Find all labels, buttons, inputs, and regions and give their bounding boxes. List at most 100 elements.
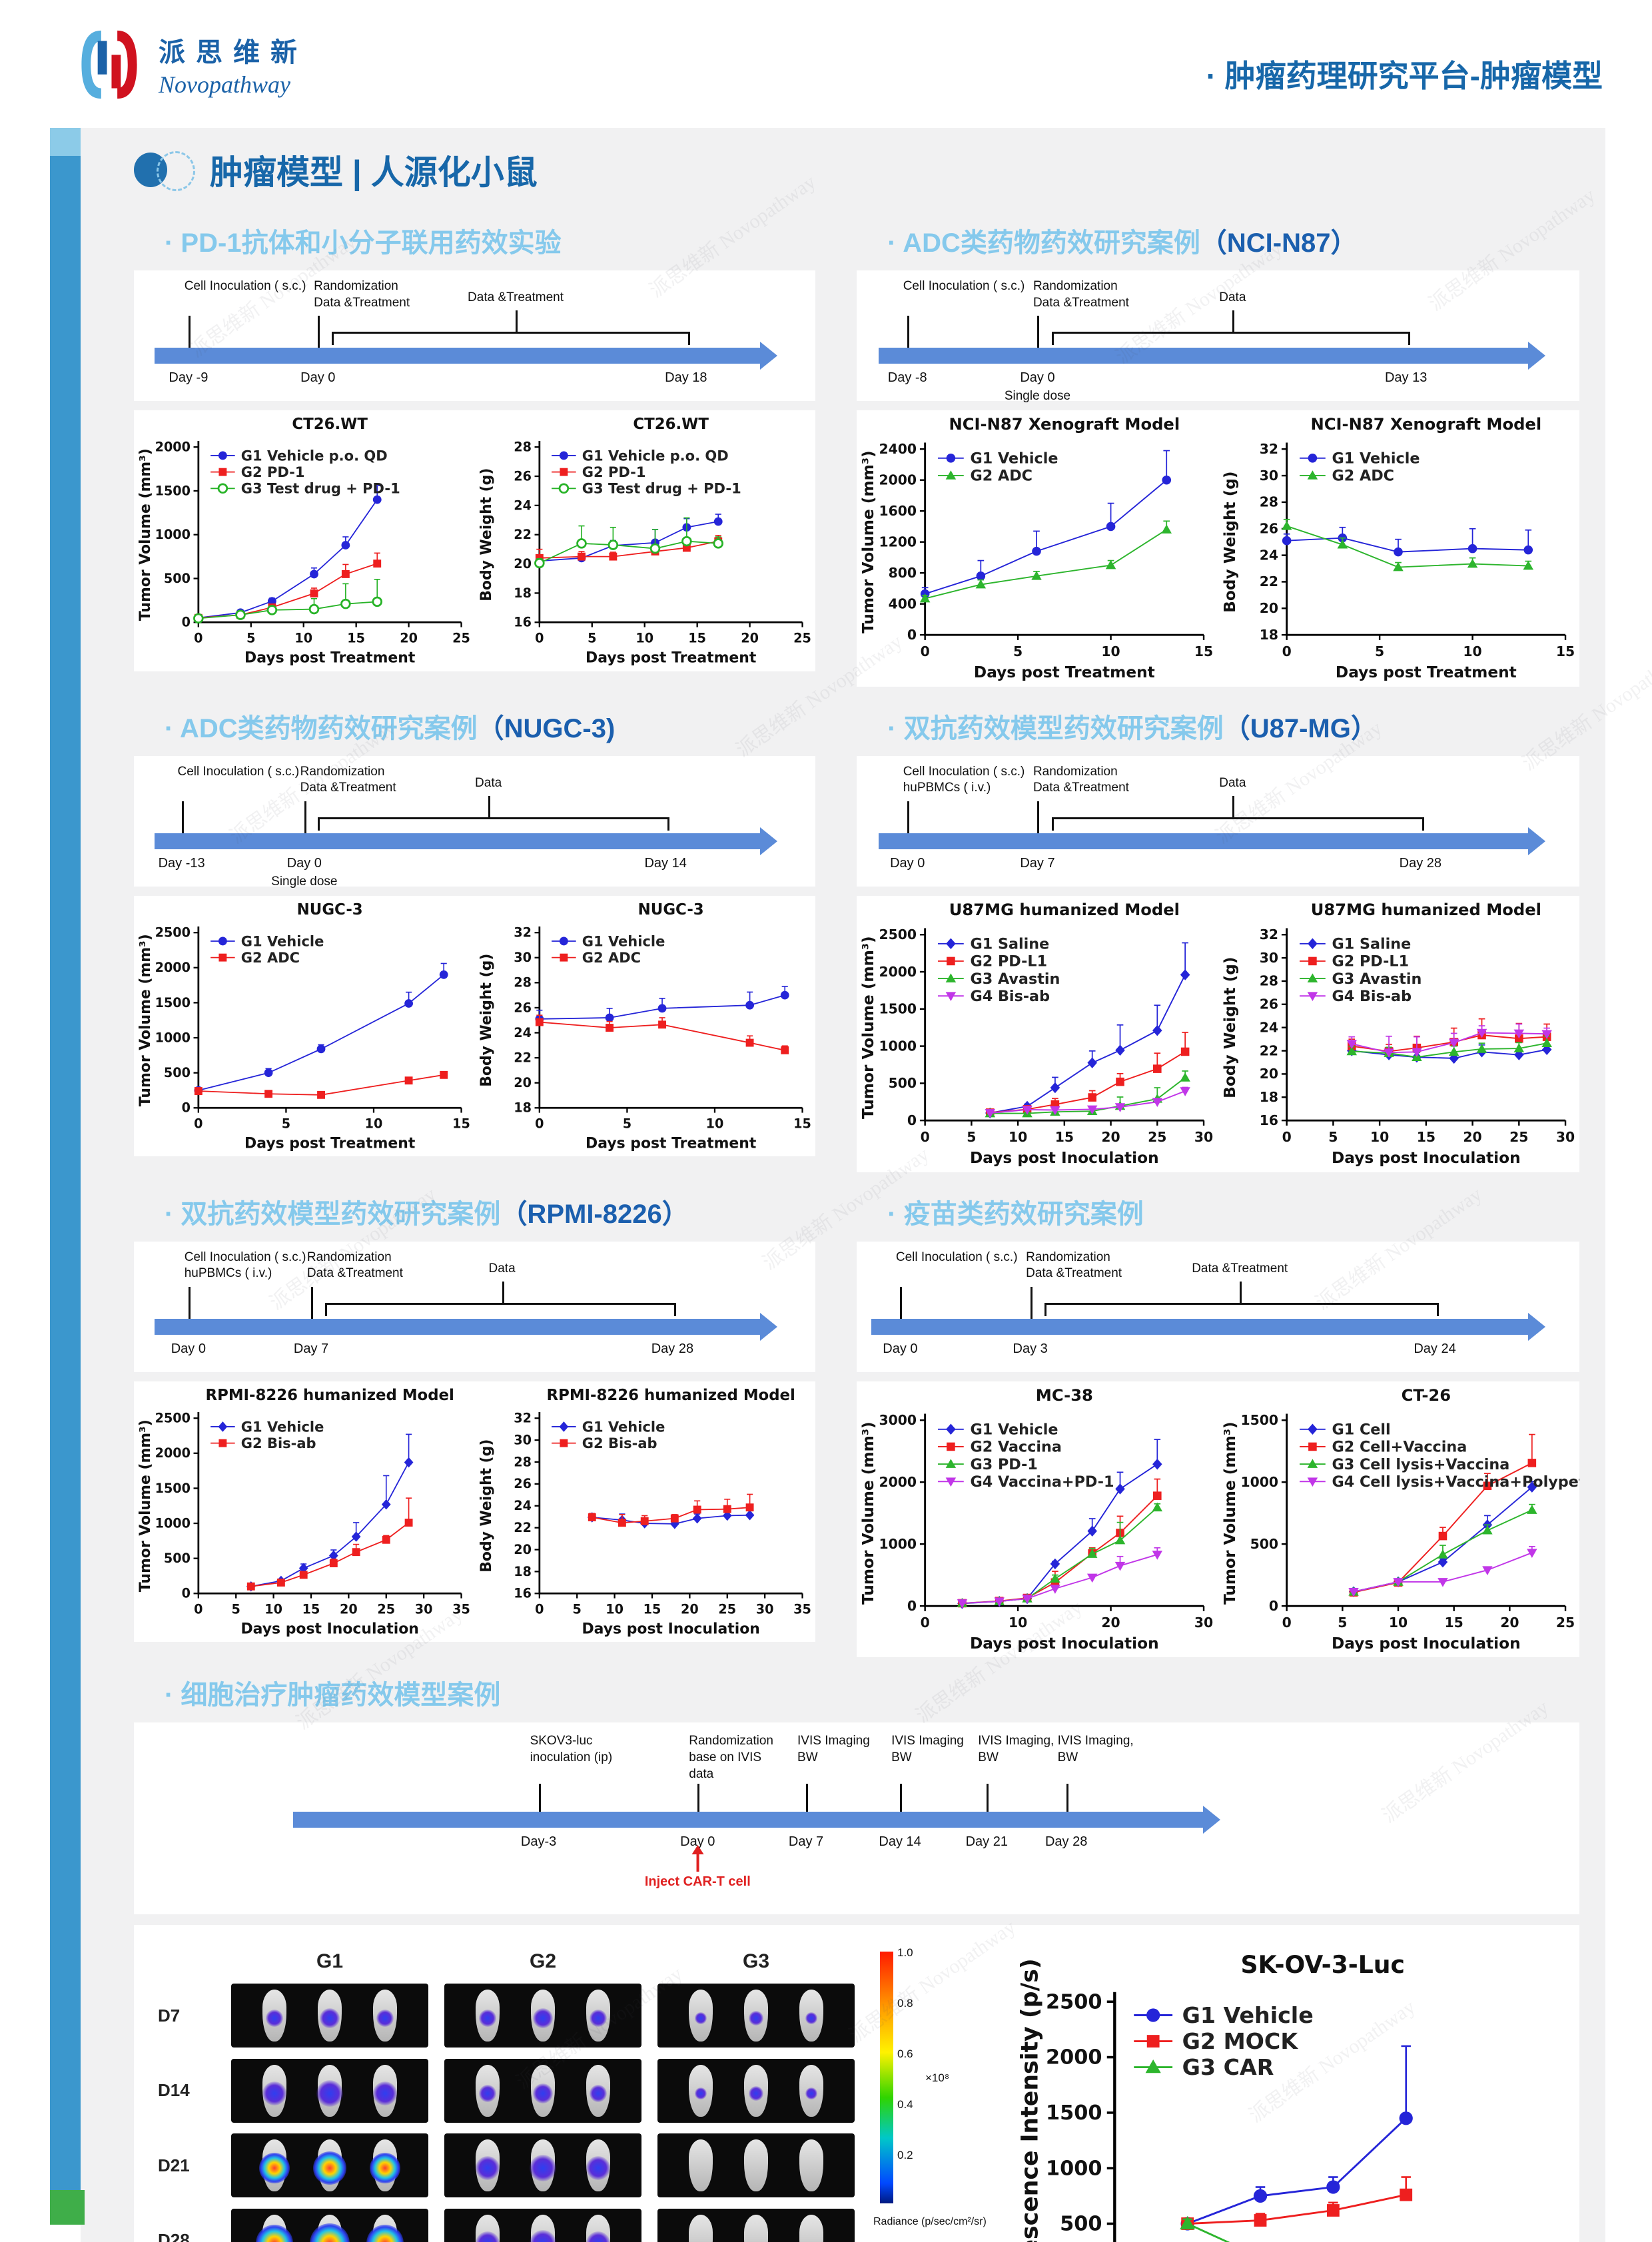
svg-text:Tumor Volume (mm³): Tumor Volume (mm³) (859, 450, 877, 633)
bioluminescence-spot (256, 2224, 293, 2242)
svg-text:20: 20 (514, 556, 532, 571)
mouse-figure (586, 2214, 610, 2242)
mouse-figure (531, 2064, 555, 2117)
svg-text:20: 20 (1463, 1129, 1481, 1145)
svg-text:30: 30 (1194, 1129, 1213, 1145)
svg-text:0: 0 (1282, 1129, 1291, 1145)
svg-text:5: 5 (588, 630, 596, 645)
page-header: 派思维新 Novopathway · 肿瘤药理研究平台-肿瘤模型 (0, 0, 1652, 128)
svg-text:10: 10 (635, 630, 653, 645)
timeline-event-label: Randomization Data &Treatment (306, 1250, 403, 1281)
svg-text:0: 0 (182, 615, 191, 630)
svg-text:20: 20 (514, 1541, 532, 1557)
timeline-day-label: Day 7 (293, 1341, 329, 1356)
mouse-figure (799, 1990, 823, 2042)
logo-en: Novopathway (159, 71, 290, 98)
timeline-u87mg: Cell Inoculation ( s.c.) huPBMCs ( i.v.)… (857, 755, 1579, 887)
mouse-figure (476, 2064, 500, 2117)
svg-text:Body Weight (g): Body Weight (g) (478, 953, 494, 1086)
group-header: G1 (316, 1950, 344, 1972)
mouse-figure (262, 2064, 286, 2117)
timeline-event-tick (188, 1286, 191, 1319)
svg-text:24: 24 (514, 1498, 532, 1513)
svg-text:1500: 1500 (155, 483, 191, 498)
timeline-event-tick (1066, 1784, 1068, 1812)
svg-text:20: 20 (514, 1075, 532, 1090)
svg-text:Days post Treatment: Days post Treatment (586, 650, 756, 667)
timeline-event-tick (907, 801, 910, 833)
mouse-figure (799, 2214, 823, 2242)
svg-text:10: 10 (1009, 1615, 1027, 1631)
timeline-event-tick (987, 1784, 989, 1812)
ivis-image-cell (444, 2208, 641, 2242)
bioluminescence-spot (259, 2153, 290, 2184)
svg-text:500: 500 (1060, 2213, 1102, 2236)
inject-cart-label: Inject CAR-T cell (644, 1874, 751, 1890)
svg-text:Body Weight (g): Body Weight (g) (478, 1439, 494, 1572)
svg-text:15: 15 (643, 1601, 661, 1617)
left-accent-bar (50, 128, 81, 2225)
timeline-day-label: Day 7 (788, 1834, 824, 1850)
timeline-arrow-head (760, 1312, 778, 1341)
timeline-arrow-bar (154, 827, 778, 855)
bioluminescence-spot (749, 2011, 763, 2026)
mouse-figure (366, 2214, 404, 2242)
mouse-figure (373, 2064, 397, 2117)
timeline-event-tick (181, 801, 184, 833)
color-scale-bar (880, 1952, 893, 2204)
svg-text:18: 18 (1259, 627, 1278, 643)
bioluminescence-spot (476, 2156, 500, 2181)
timeline-event-label: Cell Inoculation ( s.c.) (895, 1250, 1018, 1264)
ivis-image-cell (444, 2133, 641, 2198)
timeline-arrow-bar (154, 342, 778, 370)
bioluminescence-spot (590, 2010, 607, 2027)
chart-u87mg-tumor-volume: U87MG humanized Model0500100015002000250… (859, 901, 1213, 1167)
svg-text:G1 Vehicle: G1 Vehicle (971, 450, 1058, 468)
svg-text:2500: 2500 (155, 1410, 191, 1425)
svg-text:30: 30 (1556, 1129, 1575, 1145)
timeline-event-label: Randomization Data &Treatment (300, 764, 396, 795)
timeline-span-bracket (1044, 1302, 1440, 1316)
svg-text:22: 22 (514, 1520, 532, 1535)
svg-text:G3 Test drug + PD-1: G3 Test drug + PD-1 (241, 480, 400, 497)
ivis-image-cell (231, 2208, 428, 2242)
timeline-arrow-bar (292, 1806, 1220, 1834)
svg-text:Days post Treatment: Days post Treatment (244, 1135, 415, 1152)
svg-text:0: 0 (194, 1601, 203, 1617)
svg-text:G2 Bis-ab: G2 Bis-ab (582, 1434, 657, 1451)
mouse-figure (799, 2139, 823, 2192)
timeline-day-label: Day 13 (1384, 370, 1428, 385)
svg-text:0: 0 (535, 1601, 544, 1617)
svg-text:20: 20 (340, 1601, 358, 1617)
bioluminescence-spot (316, 2079, 343, 2107)
svg-text:20: 20 (400, 630, 418, 645)
timeline-event-tick (188, 316, 191, 348)
svg-text:G2 ADC: G2 ADC (1332, 468, 1394, 485)
svg-text:800: 800 (889, 565, 917, 581)
timeline-event-label: Randomization Data &Treatment (1032, 279, 1129, 310)
svg-text:G2 Vaccina: G2 Vaccina (971, 1438, 1062, 1455)
mouse-figure (256, 2214, 293, 2242)
timeline-bracket-tick (516, 310, 518, 332)
bioluminescence-spot (476, 2231, 500, 2242)
svg-text:500: 500 (164, 571, 191, 586)
chart-nugc3-body-weight: NUGC-3 18 20 22 24 26 28 30 32 0 5 10 15 Days post Tr… (478, 901, 811, 1152)
svg-text:1500: 1500 (155, 1480, 191, 1495)
color-scale-multiplier: ×10⁸ (925, 2071, 950, 2085)
svg-text:10: 10 (294, 630, 312, 645)
svg-text:24: 24 (1259, 1019, 1278, 1035)
timeline-day-label: Day -9 (169, 370, 208, 385)
timeline-day-label: Day 28 (1399, 855, 1442, 871)
timeline-arrow-head (760, 827, 778, 855)
charts-nci-n87: NCI-N87 Xenograft Model 0 400 800 1200 1600 20… (857, 410, 1579, 687)
svg-text:U87MG humanized Model: U87MG humanized Model (1310, 901, 1541, 919)
svg-text:500: 500 (889, 1075, 917, 1091)
svg-text:1000: 1000 (879, 1038, 917, 1054)
mouse-figure (316, 2064, 343, 2117)
svg-text:1200: 1200 (879, 534, 917, 550)
mouse-figure (744, 1990, 768, 2042)
svg-text:2000: 2000 (155, 440, 191, 455)
color-scale-tick: 0.4 (897, 2098, 913, 2111)
svg-text:2000: 2000 (879, 1473, 917, 1489)
bottom-green-square (50, 2190, 85, 2225)
